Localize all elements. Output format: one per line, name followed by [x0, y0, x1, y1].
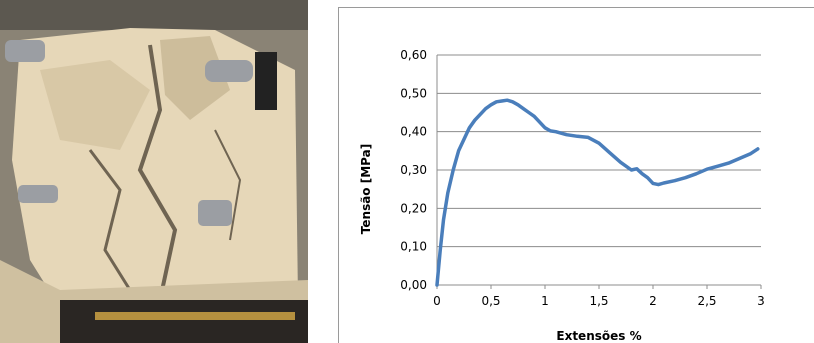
clamp-lower-right	[198, 200, 232, 226]
x-axis-title: Extensões %	[556, 329, 641, 343]
clamp-upper-left	[5, 40, 45, 62]
y-tick-label: 0,50	[400, 86, 427, 100]
x-tick-label: 1,5	[589, 294, 608, 308]
x-tick-label: 1	[541, 294, 549, 308]
specimen-photo	[0, 0, 308, 343]
y-axis-title: Tensão [MPa]	[359, 144, 373, 234]
y-tick-label: 0,40	[400, 125, 427, 139]
y-tick-label: 0,20	[400, 201, 427, 215]
clamp-lower-left	[18, 185, 58, 203]
x-tick-label: 3	[757, 294, 765, 308]
axes	[436, 55, 762, 289]
crack-right	[214, 129, 242, 241]
spalled-fragment	[40, 60, 150, 150]
y-tick-label: 0,00	[400, 278, 427, 292]
crack-left	[88, 149, 132, 291]
x-tick-label: 2,5	[697, 294, 716, 308]
series-line	[435, 98, 760, 287]
press-base	[60, 300, 308, 343]
base-stripe	[95, 312, 295, 320]
clamp-upper-right	[205, 60, 253, 82]
spalled-fragment-upper	[160, 36, 230, 120]
x-tick-label: 2	[649, 294, 657, 308]
crack-main	[137, 44, 178, 301]
stress-strain-chart: 0,00 0,10 0,20 0,30 0,40 0,50 0,60 0 0,5 1 1,5 2 2,…	[359, 48, 765, 343]
x-tick-labels: 0 0,5 1 1,5 2 2,5 3	[433, 294, 765, 308]
grid	[437, 54, 761, 248]
y-tick-label: 0,30	[400, 163, 427, 177]
y-tick-label: 0,60	[400, 48, 427, 62]
press-plate-top	[0, 0, 308, 30]
y-tick-labels: 0,00 0,10 0,20 0,30 0,40 0,50 0,60	[400, 48, 427, 292]
sensor-bracket	[255, 52, 277, 110]
x-tick-label: 0	[433, 294, 441, 308]
x-tick-label: 0,5	[481, 294, 500, 308]
chart-frame	[338, 7, 814, 343]
series-group	[435, 98, 760, 287]
y-tick-label: 0,10	[400, 240, 427, 254]
